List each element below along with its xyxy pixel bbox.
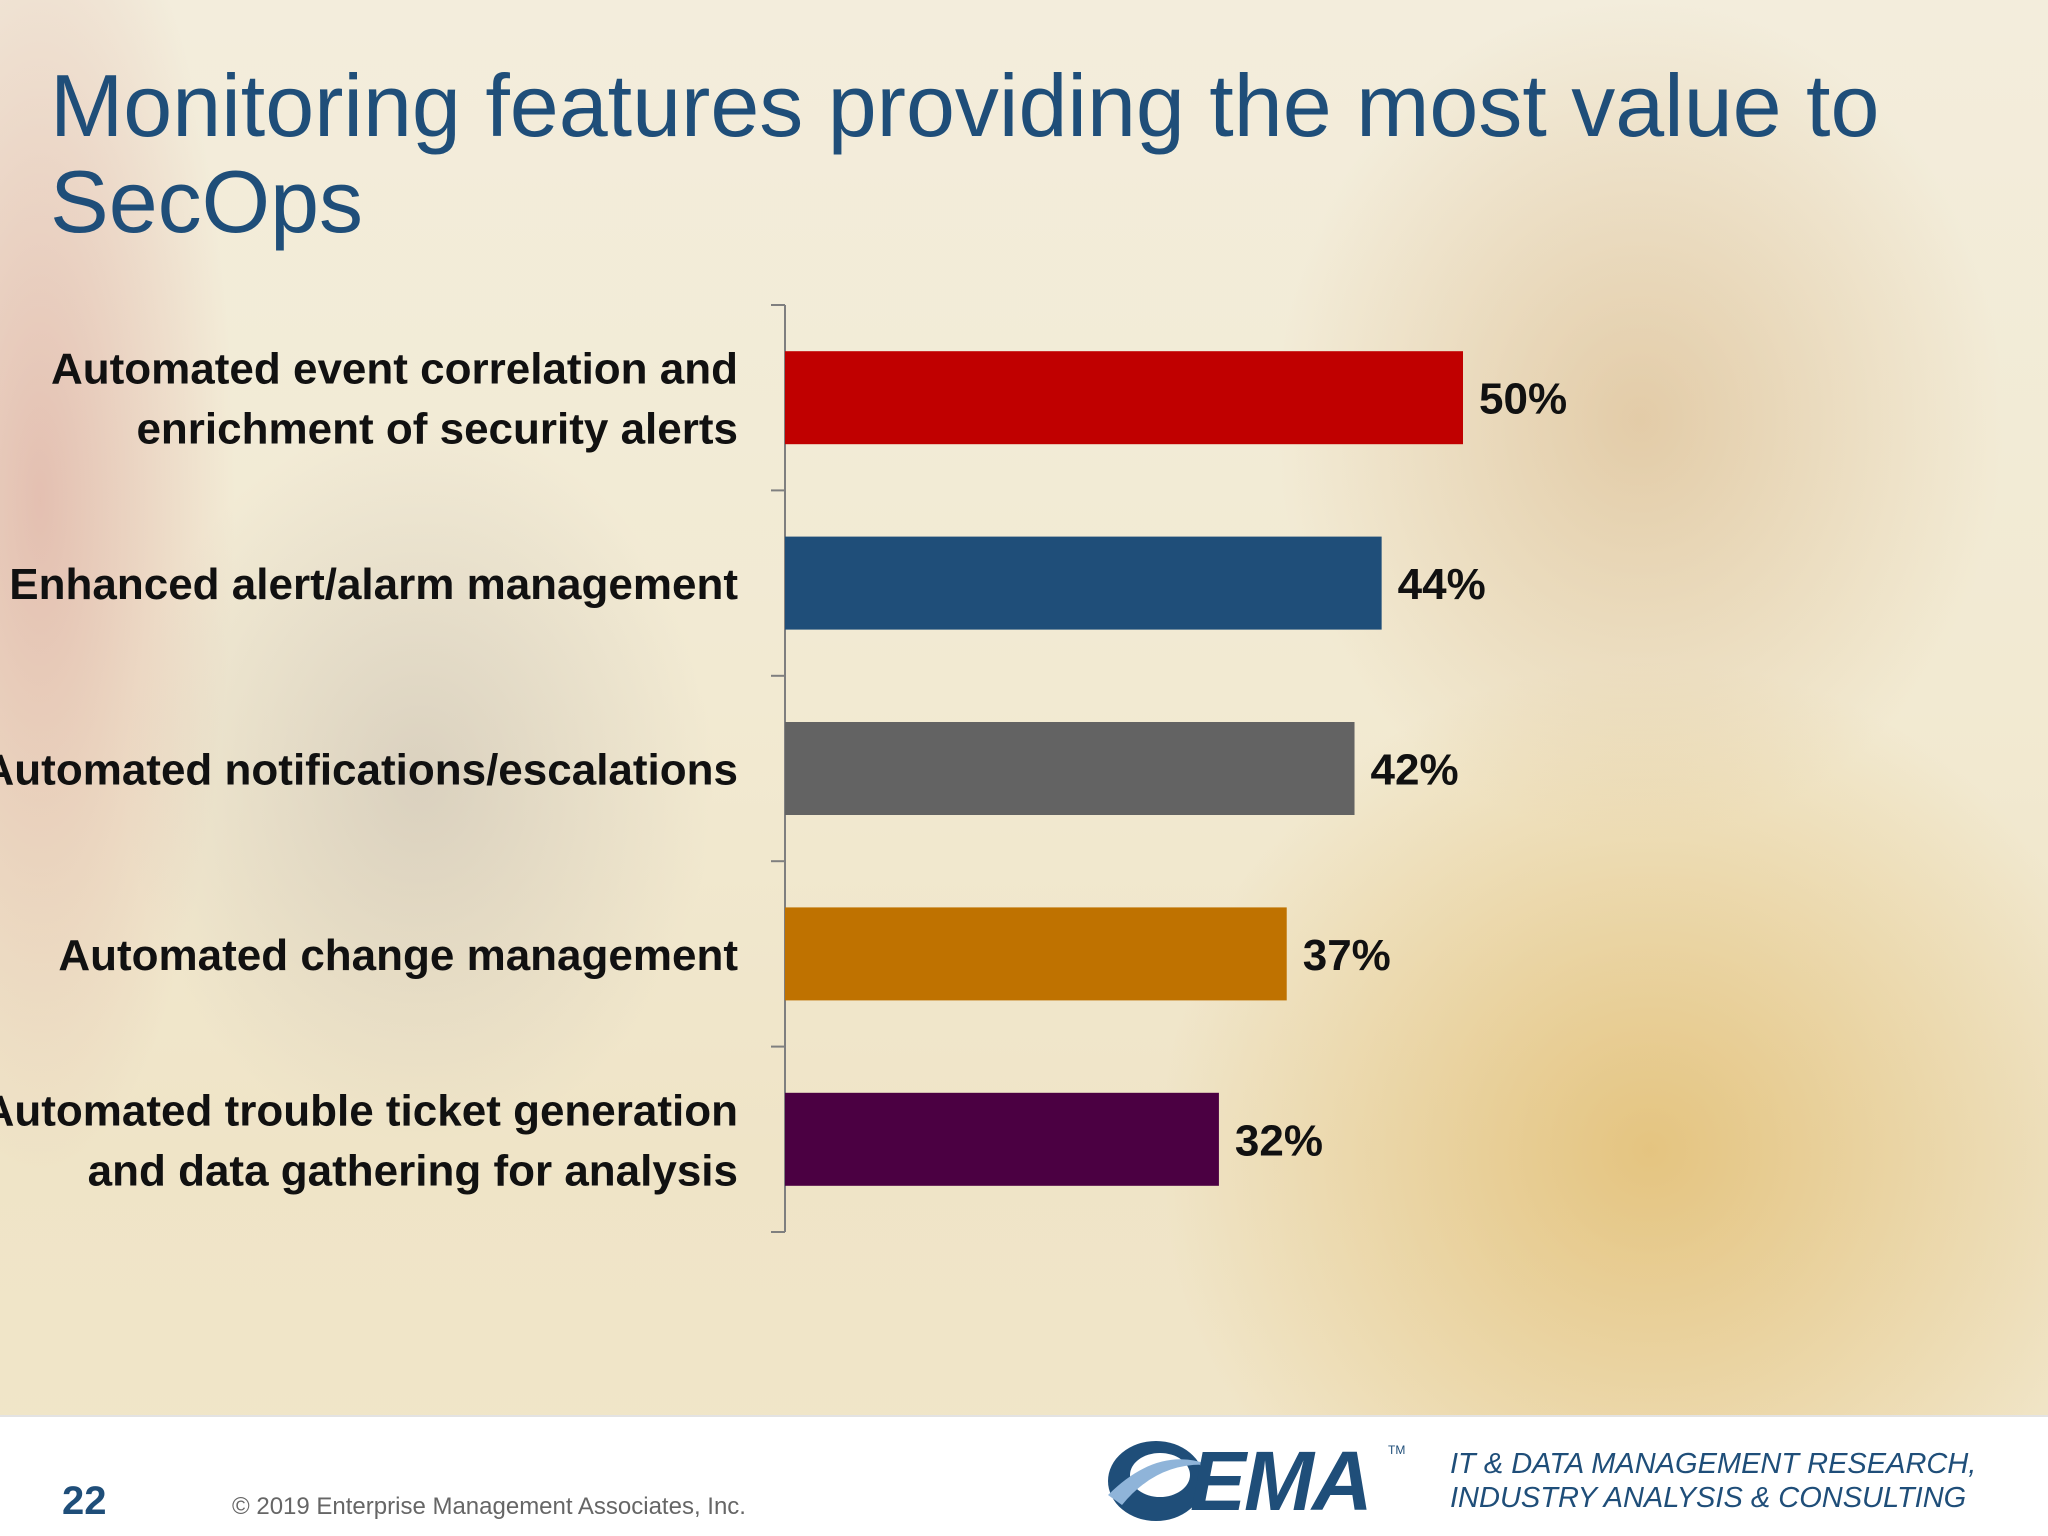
slide-title: Monitoring features providing the most v… — [50, 56, 1880, 251]
category-label: Enhanced alert/alarm management — [9, 560, 738, 609]
category-label-line: Automated change management — [58, 931, 738, 980]
tagline: IT & DATA MANAGEMENT RESEARCH, INDUSTRY … — [1450, 1447, 2010, 1515]
data-label: 37% — [1303, 931, 1391, 980]
tagline-line-2: INDUSTRY ANALYSIS & CONSULTING — [1450, 1482, 1967, 1514]
bar — [785, 722, 1355, 815]
bar — [785, 536, 1382, 630]
category-label-line: Automated trouble ticket generation — [0, 1086, 738, 1135]
bar — [785, 351, 1463, 445]
category-label: Automated trouble ticket generation and d… — [0, 1086, 738, 1195]
category-label-line: Enhanced alert/alarm management — [9, 560, 738, 609]
ema-swoosh-icon — [1108, 1441, 1210, 1521]
data-label: 32% — [1235, 1116, 1323, 1165]
copyright-text: © 2019 Enterprise Management Associates,… — [232, 1493, 746, 1520]
data-label: 50% — [1479, 375, 1567, 424]
page-number: 22 — [62, 1479, 107, 1523]
ema-logo: EMA TM — [1098, 1425, 1418, 1535]
category-label-line: Automated event correlation and — [51, 345, 738, 394]
bar — [785, 1092, 1219, 1186]
category-label: Automated notifications/escalations — [0, 746, 738, 795]
bar-chart: 50% Automated event correlation and enrich… — [0, 304, 1567, 1233]
tagline-line-1: IT & DATA MANAGEMENT RESEARCH, — [1450, 1448, 1977, 1480]
logo-trademark: TM — [1388, 1443, 1406, 1457]
category-label: Automated change management — [58, 931, 738, 980]
category-label-line: Automated notifications/escalations — [0, 746, 738, 795]
category-label-line: and data gathering for analysis — [88, 1146, 738, 1195]
bar — [785, 907, 1287, 1001]
data-label: 44% — [1398, 560, 1486, 609]
category-label-line: enrichment of security alerts — [136, 405, 738, 454]
logo-text: EMA — [1190, 1434, 1373, 1528]
category-label: Automated event correlation and enrichmen… — [51, 345, 738, 454]
data-label: 42% — [1371, 746, 1459, 795]
footer-bar: 22 © 2019 Enterprise Management Associat… — [0, 1415, 2048, 1536]
